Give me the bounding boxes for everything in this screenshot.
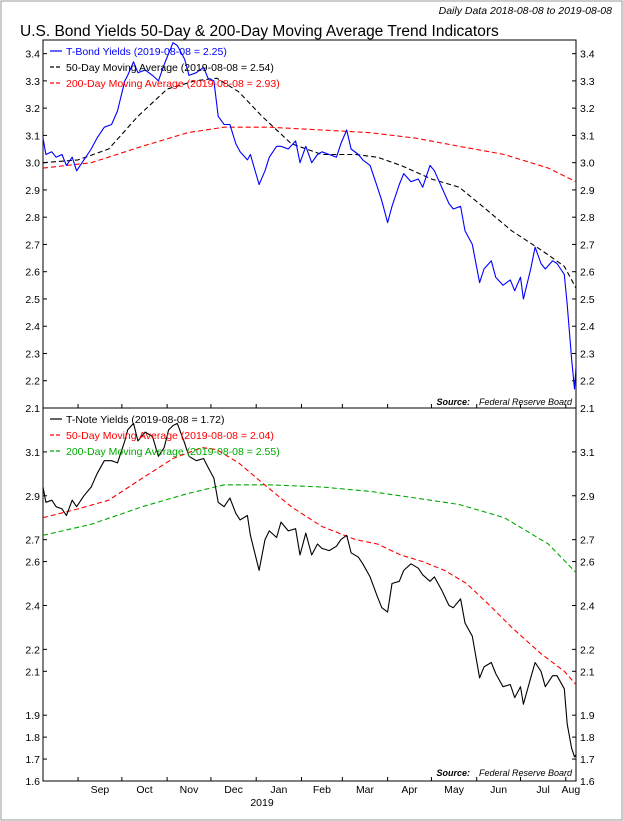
- top-right-tick-label: 3.3: [580, 76, 595, 88]
- top-right-tick-label: 2.2: [580, 376, 595, 388]
- x-axis-year-label: 2019: [250, 797, 274, 809]
- bottom-left-tick-label: 1.7: [25, 754, 40, 766]
- top-left-tick-label: 2.8: [25, 212, 40, 224]
- top-left-tick-label: 3.2: [25, 103, 40, 115]
- x-month-label: Jun: [490, 784, 507, 796]
- bottom-left-tick-label: 2.6: [25, 557, 40, 569]
- top-left-tick-label: 2.2: [25, 376, 40, 388]
- top-right-tick-label: 3.4: [580, 49, 595, 61]
- top-right-tick-label: 2.6: [580, 267, 595, 279]
- top-right-tick-label: 2.7: [580, 239, 595, 251]
- top-panel: 2.1 2.1 2.2 2.2 2.3 2.3 2.4 2.4 2.5 2.5 2.6 2.6 2.7 2…: [25, 39, 595, 415]
- bottom-right-tick-label: 3.1: [580, 447, 595, 459]
- top-left-tick-label: 2.3: [25, 348, 40, 360]
- top-left-tick-label: 3.1: [25, 130, 40, 142]
- top-left-tick-label: 2.5: [25, 294, 40, 306]
- x-month-label: Jan: [270, 784, 287, 796]
- bottom-right-tick-label: 2.7: [580, 535, 595, 547]
- bottom-series-line-0: [42, 422, 577, 758]
- top-legend: T-Bond Yields (2019-08-08 = 2.25) 50-Day …: [50, 46, 280, 90]
- x-month-label: May: [444, 784, 465, 796]
- bottom-left-tick-label: 2.7: [25, 535, 40, 547]
- bottom-right-tick-label: 1.8: [580, 732, 595, 744]
- top-right-tick-label: 3.0: [580, 158, 595, 170]
- top-series-line-2: [42, 126, 577, 183]
- top-left-tick-label: 3.0: [25, 158, 40, 170]
- bottom-right-tick-label: 2.9: [580, 491, 595, 503]
- top-left-tick-label: 3.4: [25, 49, 40, 61]
- bottom-right-tick-label: 1.6: [580, 776, 595, 788]
- top-source-label: Source:: [436, 397, 470, 407]
- x-month-label: Nov: [180, 784, 199, 796]
- top-legend-entry: 50-Day Moving Average (2019-08-08 = 2.54…: [66, 62, 274, 74]
- top-y-axis: 2.1 2.1 2.2 2.2 2.3 2.3 2.4 2.4 2.5 2.5 2.6 2.6 2.7 2…: [25, 49, 594, 415]
- bottom-left-tick-label: 1.8: [25, 732, 40, 744]
- bottom-right-tick-label: 1.7: [580, 754, 595, 766]
- top-right-tick-label: 2.4: [580, 321, 595, 333]
- x-month-label: Jul: [536, 784, 549, 796]
- top-legend-entry: 200-Day Moving Average (2019-08-08 = 2.9…: [66, 78, 280, 90]
- bottom-plot-frame: [42, 407, 577, 782]
- bottom-left-tick-label: 2.4: [25, 600, 40, 612]
- top-right-tick-label: 2.3: [580, 348, 595, 360]
- bottom-legend: T-Note Yields (2019-08-08 = 1.72) 50-Day …: [50, 414, 280, 458]
- top-right-tick-label: 2.5: [580, 294, 595, 306]
- top-left-tick-label: 2.9: [25, 185, 40, 197]
- top-series-line-1: [42, 77, 577, 289]
- x-month-label: Sep: [91, 784, 110, 796]
- top-right-tick-label: 3.1: [580, 130, 595, 142]
- top-right-tick-label: 2.9: [580, 185, 595, 197]
- x-month-label: Dec: [224, 784, 243, 796]
- top-legend-entry: T-Bond Yields (2019-08-08 = 2.25): [66, 46, 227, 58]
- x-axis: Sep Oct Nov Dec Jan Feb Mar Apr May Jun Jul Aug: [77, 404, 581, 796]
- top-series-line-0: [42, 42, 577, 390]
- bottom-panel: 1.6 1.6 1.7 1.7 1.8 1.8 1.9 1.9 2.1 2.1 2.2 2.2 2.4 2…: [25, 407, 595, 788]
- top-source-text: Federal Reserve Board: [479, 397, 573, 407]
- top-right-tick-label: 2.1: [580, 403, 595, 415]
- top-right-tick-label: 3.2: [580, 103, 595, 115]
- chart-subtitle: Daily Data 2018-08-08 to 2019-08-08: [439, 5, 613, 17]
- x-month-label: Oct: [136, 784, 152, 796]
- bottom-left-tick-label: 2.9: [25, 491, 40, 503]
- top-left-tick-label: 2.6: [25, 267, 40, 279]
- x-month-label: Feb: [313, 784, 331, 796]
- top-left-tick-label: 2.7: [25, 239, 40, 251]
- bottom-left-tick-label: 2.2: [25, 644, 40, 656]
- bottom-right-tick-label: 1.9: [580, 710, 595, 722]
- bottom-left-tick-label: 2.1: [25, 666, 40, 678]
- bottom-left-tick-label: 1.6: [25, 776, 40, 788]
- top-right-tick-label: 2.8: [580, 212, 595, 224]
- bottom-source-label: Source:: [436, 768, 470, 778]
- bottom-source-text: Federal Reserve Board: [479, 768, 573, 778]
- top-series-lines: [42, 42, 577, 390]
- bottom-legend-entry: 50-Day Moving Average (2019-08-08 = 2.04…: [66, 430, 274, 442]
- bottom-right-tick-label: 2.4: [580, 600, 595, 612]
- top-left-tick-label: 2.1: [25, 403, 40, 415]
- bottom-legend-entry: T-Note Yields (2019-08-08 = 1.72): [66, 414, 224, 426]
- bottom-right-tick-label: 2.2: [580, 644, 595, 656]
- bottom-legend-entry: 200-Day Moving Average (2019-08-08 = 2.5…: [66, 446, 280, 458]
- x-month-label: Mar: [356, 784, 375, 796]
- bottom-left-tick-label: 3.1: [25, 447, 40, 459]
- bottom-series-lines: [42, 422, 577, 758]
- bottom-series-line-1: [42, 446, 577, 685]
- bottom-left-tick-label: 1.9: [25, 710, 40, 722]
- top-left-tick-label: 3.3: [25, 76, 40, 88]
- top-left-tick-label: 2.4: [25, 321, 40, 333]
- bottom-right-tick-label: 2.1: [580, 666, 595, 678]
- x-month-label: Apr: [401, 784, 418, 796]
- chart-title: U.S. Bond Yields 50-Day & 200-Day Moving…: [20, 23, 499, 40]
- x-month-label: Aug: [562, 784, 581, 796]
- bottom-right-tick-label: 2.6: [580, 557, 595, 569]
